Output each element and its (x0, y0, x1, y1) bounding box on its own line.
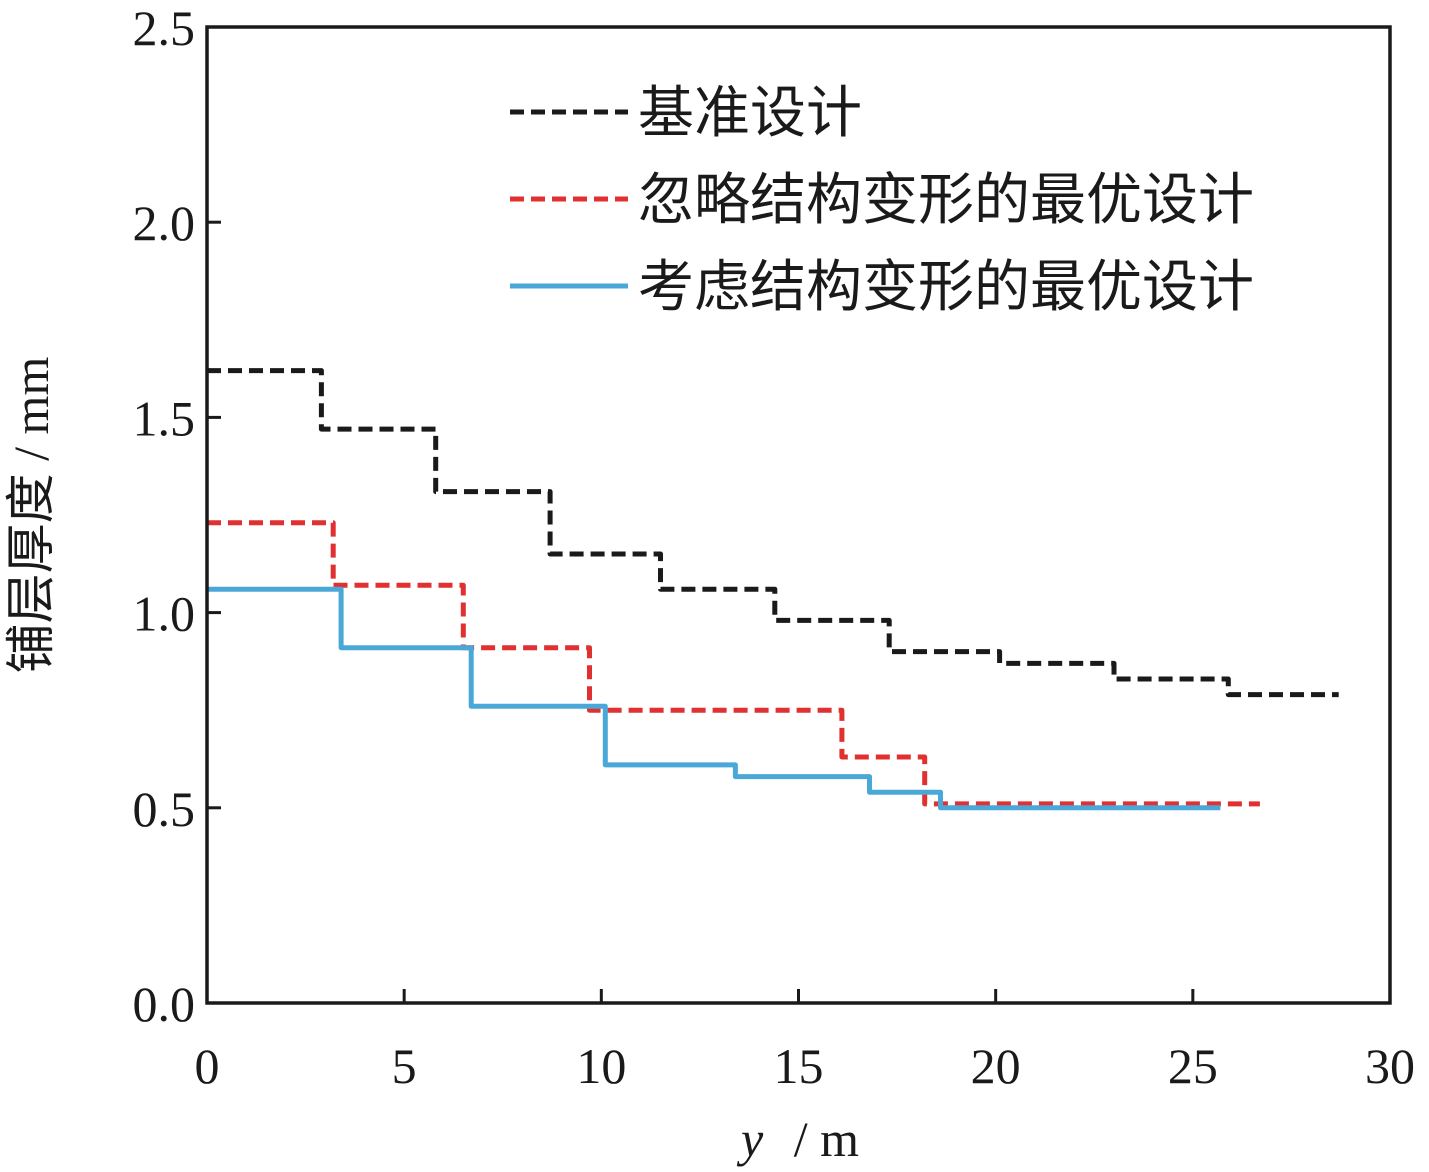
series-line-2 (207, 520, 1260, 807)
x-tick-label: 25 (1168, 1038, 1218, 1094)
x-tick-label: 0 (195, 1038, 220, 1094)
x-axis-variable: y (736, 1111, 764, 1167)
y-tick-label: 0.0 (133, 976, 196, 1032)
legend-label-3: 考虑结构变形的最优设计 (638, 255, 1254, 320)
legend-label-2: 忽略结构变形的最优设计 (638, 168, 1254, 233)
y-axis-label: 铺层厚度 / mm (3, 357, 59, 674)
series-line-1 (207, 368, 1339, 698)
y-tick-label: 2.5 (133, 0, 196, 56)
x-tick-label: 5 (392, 1038, 417, 1094)
y-tick-label: 1.0 (133, 586, 196, 642)
y-tick-label: 1.5 (133, 390, 196, 446)
series-layer (207, 368, 1339, 811)
y-tick-label: 0.5 (133, 781, 196, 837)
legend-label-1: 基准设计 (638, 81, 862, 146)
x-tick-label: 20 (971, 1038, 1021, 1094)
x-axis-unit: / m (794, 1111, 859, 1167)
ticks-layer: 0 5 10 15 20 25 30 0.0 0.5 1.0 1.5 2.0 2.5 (133, 0, 1416, 1094)
y-tick-label: 2.0 (133, 195, 196, 251)
x-tick-label: 15 (774, 1038, 824, 1094)
series-line-3 (207, 586, 1221, 811)
x-axis-label: y / m (736, 1111, 859, 1167)
x-tick-label: 10 (576, 1038, 626, 1094)
x-tick-label: 30 (1365, 1038, 1415, 1094)
